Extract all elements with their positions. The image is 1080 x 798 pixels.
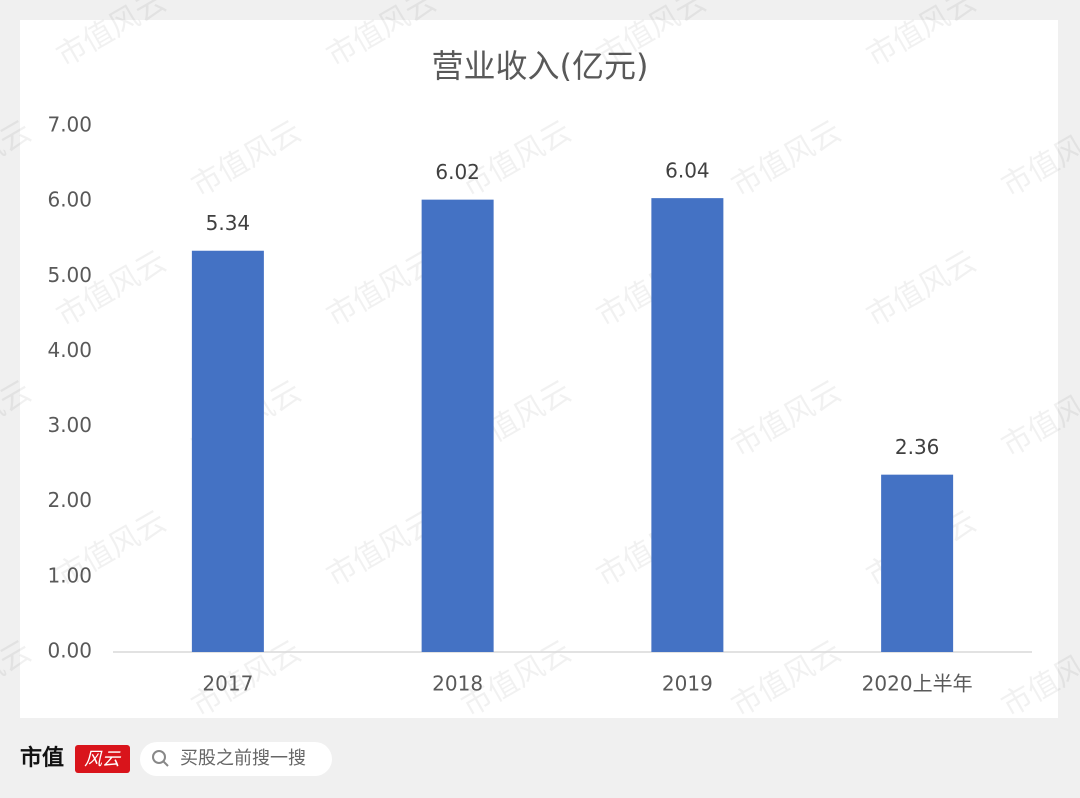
y-tick-label: 1.00 — [47, 563, 92, 587]
y-tick-label: 6.00 — [47, 188, 92, 212]
search-icon-handle — [162, 760, 169, 767]
y-tick-label: 7.00 — [47, 113, 92, 137]
x-tick-label: 2017 — [202, 672, 253, 696]
data-label: 6.04 — [665, 159, 710, 183]
brand-badge — [75, 745, 130, 773]
y-tick-label: 5.00 — [47, 263, 92, 287]
bar — [191, 250, 264, 653]
y-tick-label: 0.00 — [47, 639, 92, 663]
brand-right: 风云 — [84, 749, 122, 770]
data-label: 6.02 — [435, 160, 480, 184]
bar — [651, 198, 724, 652]
search-placeholder: 买股之前搜一搜 — [180, 748, 306, 769]
data-label: 5.34 — [206, 211, 251, 235]
brand-left: 市值 — [20, 745, 64, 771]
bar — [421, 199, 494, 652]
x-tick-label: 2018 — [432, 672, 483, 696]
y-tick-label: 2.00 — [47, 488, 92, 512]
search-box[interactable] — [140, 742, 332, 776]
x-tick-label: 2020上半年 — [862, 672, 973, 696]
bar — [881, 474, 954, 652]
x-tick-label: 2019 — [662, 672, 713, 696]
data-label: 2.36 — [895, 435, 940, 459]
search-icon — [152, 750, 166, 764]
chart-title: 营业收入(亿元) — [432, 47, 649, 85]
y-tick-label: 3.00 — [47, 413, 92, 437]
footer: 市值 风云 买股之前搜一搜 — [20, 742, 332, 776]
y-tick-label: 4.00 — [47, 338, 92, 362]
